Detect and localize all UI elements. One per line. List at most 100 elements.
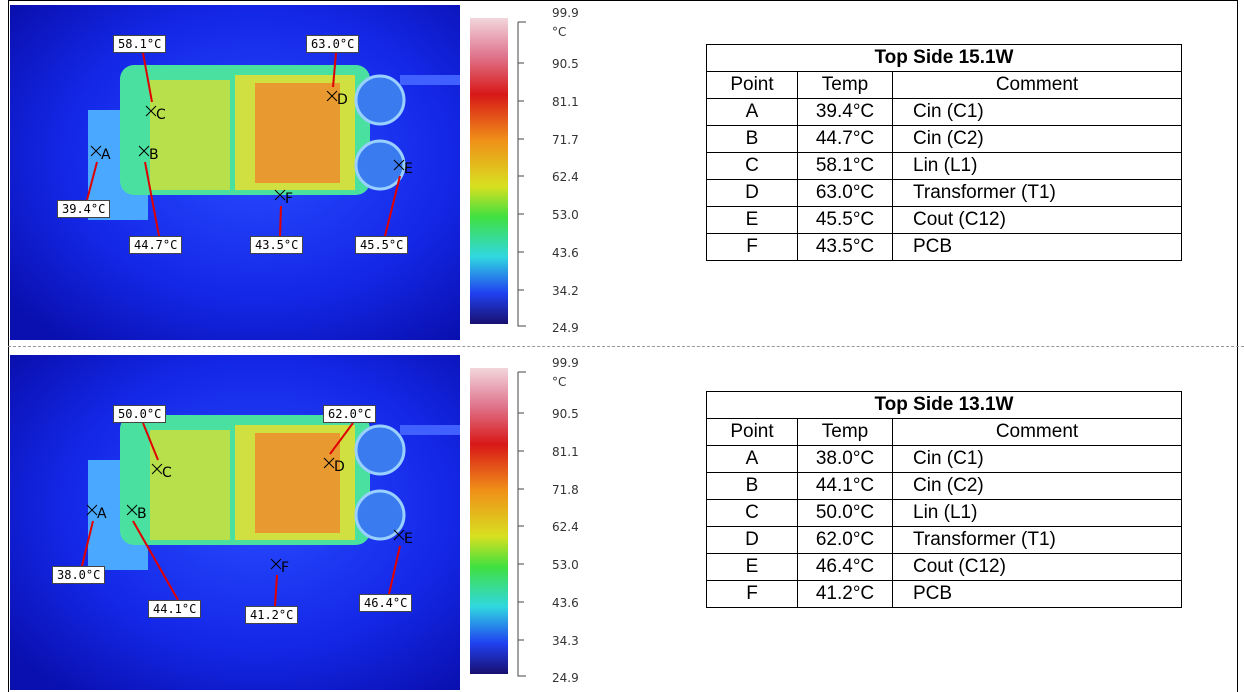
- arrow: [280, 206, 281, 236]
- table-row: F43.5°CPCB: [707, 234, 1182, 261]
- table-cell: 38.0°C: [798, 446, 893, 473]
- table-cell: Transformer (T1): [893, 180, 1182, 207]
- table-cell: Cin (C1): [893, 99, 1182, 126]
- point-label: F: [285, 191, 293, 207]
- table-row: E46.4°CCout (C12): [707, 554, 1182, 581]
- temp-table: Top Side 13.1WPointTempCommentA38.0°CCin…: [706, 391, 1182, 608]
- table-title: Top Side 13.1W: [707, 392, 1182, 419]
- title-row: Top Side 15.1W: [707, 45, 1182, 72]
- point-label: C: [156, 107, 166, 123]
- scale-label: 81.1: [552, 445, 579, 459]
- point-label: D: [334, 459, 345, 475]
- scale-label: 62.4: [552, 520, 579, 534]
- table-row: A38.0°CCin (C1): [707, 446, 1182, 473]
- temp-callout: 41.2°C: [245, 606, 298, 624]
- table-cell: Transformer (T1): [893, 527, 1182, 554]
- header-row: PointTempComment: [707, 72, 1182, 99]
- scale-label: °C: [552, 375, 566, 389]
- scale-label: 71.7: [552, 133, 579, 147]
- table-cell: 62.0°C: [798, 527, 893, 554]
- table-cell: Lin (L1): [893, 153, 1182, 180]
- temp-callout: 58.1°C: [113, 35, 166, 53]
- page: 58.1°C63.0°C39.4°C44.7°C43.5°C45.5°CCDAB…: [0, 0, 1244, 692]
- table-cell: 45.5°C: [798, 207, 893, 234]
- scale-label: 90.5: [552, 407, 579, 421]
- scale-label: 43.6: [552, 596, 579, 610]
- temp-callout: 44.7°C: [129, 236, 182, 254]
- transformer: [255, 433, 340, 533]
- table-title: Top Side 15.1W: [707, 45, 1182, 72]
- table-cell: 41.2°C: [798, 581, 893, 608]
- table-cell: C: [707, 153, 798, 180]
- table-row: B44.1°CCin (C2): [707, 473, 1182, 500]
- temp-callout: 39.4°C: [57, 200, 110, 218]
- choke: [150, 80, 230, 190]
- thermal-image: [10, 355, 460, 690]
- scale-label: 71.8: [552, 483, 579, 497]
- temp-callout: 43.5°C: [250, 236, 303, 254]
- table-header: Temp: [798, 72, 893, 99]
- scale-label: 90.5: [552, 57, 579, 71]
- table-cell: 63.0°C: [798, 180, 893, 207]
- table-cell: PCB: [893, 581, 1182, 608]
- point-label: B: [137, 506, 147, 522]
- title-row: Top Side 13.1W: [707, 392, 1182, 419]
- table-cell: A: [707, 446, 798, 473]
- thermal-image: [10, 5, 460, 340]
- temp-callout: 46.4°C: [359, 594, 412, 612]
- wire: [400, 425, 460, 435]
- table-header: Temp: [798, 419, 893, 446]
- scale-bracket: [518, 22, 526, 326]
- color-scale: [468, 14, 528, 334]
- table-cell: F: [707, 234, 798, 261]
- scale-label: °C: [552, 25, 566, 39]
- point-label: B: [149, 147, 159, 163]
- scale-label: 62.4: [552, 170, 579, 184]
- scale-label: 53.0: [552, 208, 579, 222]
- table-cell: 44.7°C: [798, 126, 893, 153]
- scale-label: 99.9: [552, 6, 579, 20]
- table-cell: B: [707, 473, 798, 500]
- point-label: E: [404, 161, 413, 177]
- table-cell: Cout (C12): [893, 554, 1182, 581]
- table-cell: Cin (C2): [893, 473, 1182, 500]
- table-cell: E: [707, 207, 798, 234]
- table-cell: 43.5°C: [798, 234, 893, 261]
- table-cell: 44.1°C: [798, 473, 893, 500]
- color-scale: [468, 364, 528, 684]
- table-cell: 50.0°C: [798, 500, 893, 527]
- table-header: Point: [707, 72, 798, 99]
- panel: 58.1°C63.0°C39.4°C44.7°C43.5°C45.5°CCDAB…: [0, 0, 1244, 346]
- scale-label: 53.0: [552, 558, 579, 572]
- table-cell: 46.4°C: [798, 554, 893, 581]
- point-label: E: [404, 531, 413, 547]
- temp-callout: 45.5°C: [355, 236, 408, 254]
- wire: [400, 75, 460, 85]
- capacitor: [356, 141, 404, 189]
- scale-bracket: [518, 372, 526, 676]
- table-header: Comment: [893, 419, 1182, 446]
- transformer: [255, 83, 340, 183]
- point-label: A: [101, 147, 111, 163]
- temp-callout: 38.0°C: [52, 566, 105, 584]
- table-cell: Cin (C1): [893, 446, 1182, 473]
- table-cell: D: [707, 180, 798, 207]
- table-row: B44.7°CCin (C2): [707, 126, 1182, 153]
- temp-callout: 62.0°C: [323, 405, 376, 423]
- table-cell: A: [707, 99, 798, 126]
- capacitor: [356, 426, 404, 474]
- table-header: Comment: [893, 72, 1182, 99]
- table-cell: E: [707, 554, 798, 581]
- panel: 50.0°C62.0°C38.0°C44.1°C41.2°C46.4°CCDAB…: [0, 350, 1244, 692]
- capacitor: [356, 76, 404, 124]
- scale-label: 34.2: [552, 284, 579, 298]
- temp-callout: 50.0°C: [113, 405, 166, 423]
- scale-label: 24.9: [552, 671, 579, 685]
